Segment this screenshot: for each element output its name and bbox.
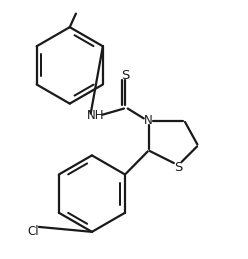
Text: S: S bbox=[121, 69, 129, 82]
Text: Cl: Cl bbox=[27, 225, 39, 238]
Text: S: S bbox=[174, 161, 183, 174]
Text: N: N bbox=[144, 114, 153, 127]
Text: NH: NH bbox=[87, 110, 104, 123]
